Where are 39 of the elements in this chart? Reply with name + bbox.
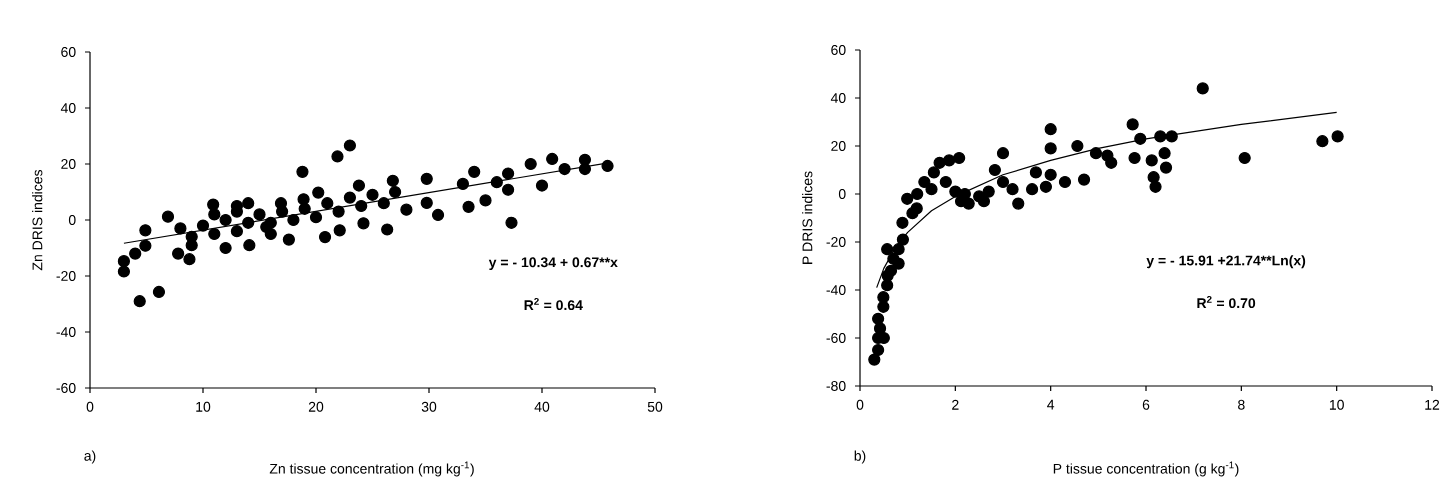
x-tick-label: 10 [196,401,211,412]
x-tick-label: 10 [1329,399,1344,410]
x-axis-title: P tissue concentration (g kg$^{-1}$) [1053,461,1239,477]
y-tick-label: 0 [68,215,76,225]
y-tick-label: -20 [826,237,846,247]
x-tick-label: 30 [421,401,437,412]
y-tick-label: 20 [831,141,846,151]
x-tick-label: 6 [1142,399,1150,410]
y-tick-label: -80 [826,381,846,391]
x-tick-label: 40 [534,401,550,412]
x-tick-label: 8 [1238,399,1245,410]
x-tick-label: 0 [86,401,94,412]
y-tick-label: 60 [61,47,76,57]
y-tick-label: 40 [60,103,76,113]
y-tick-label: -60 [56,383,76,393]
y-tick-label: 60 [831,45,846,55]
x-tick-label: 4 [1047,399,1055,410]
y-tick-label: -40 [56,327,76,337]
y-tick-label: 20 [61,159,76,169]
x-axis-title: Zn tissue concentration (mg kg$^{-1}$) [269,461,474,477]
line-series [876,111,1338,289]
y-axis-title: P DRIS indices [802,171,813,264]
x-tick-label: 0 [856,399,864,410]
annotation: R$^{2}$ = 0.70 [1197,295,1256,309]
y-tick-label: -20 [56,271,76,281]
text: b) [854,450,866,464]
x-tick-label: 12 [1425,399,1440,410]
y-tick-label: -40 [826,285,846,295]
annotation: y = - 10.34 + 0.67**x [488,257,618,271]
text: a) [84,450,96,464]
x-tick-label: 20 [308,401,324,412]
y-tick-label: 40 [830,93,846,103]
x-tick-label: 2 [952,399,959,410]
y-tick-label: 0 [838,189,846,199]
annotation: y = - 15.91 +21.74**Ln(x) [1146,255,1306,269]
y-axis-title: Zn DRIS indices [32,169,43,271]
annotation: R$^{2}$ = 0.64 [524,297,583,311]
y-tick-label: -60 [826,333,846,343]
x-tick-label: 50 [647,401,663,412]
